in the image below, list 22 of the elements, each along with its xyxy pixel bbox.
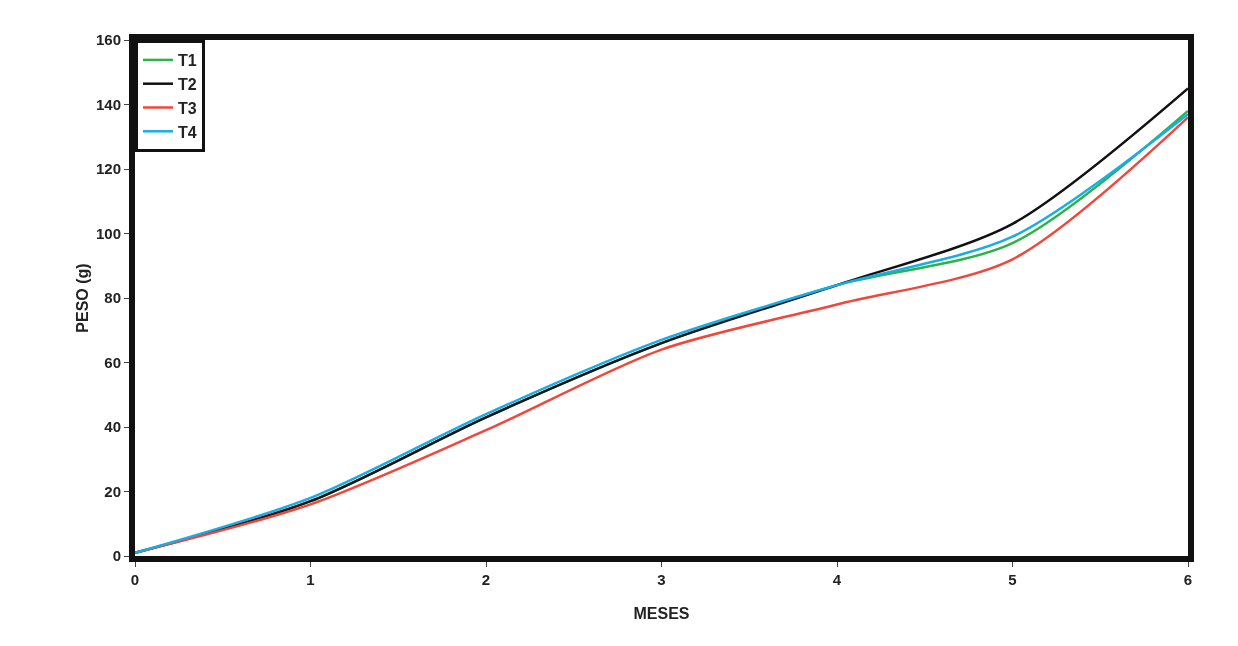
x-tick-label: 2 [481,571,491,588]
y-tick-label: 40 [104,418,121,436]
x-tick-label: 3 [657,571,666,588]
legend-label: T1 [178,52,197,70]
x-tick-label: 4 [832,571,842,588]
legend-label: T4 [178,123,197,141]
y-tick-label: 140 [95,95,121,113]
y-tick-label: 80 [104,289,121,307]
legend-label: T2 [178,75,197,93]
y-axis-title: PESO (g) [74,263,91,333]
x-tick-label: 6 [1183,571,1193,588]
y-tick-label: 20 [104,482,121,500]
y-tick-label: 60 [104,353,121,371]
x-axis-title: MESES [633,605,690,622]
x-tick-label: 5 [1008,571,1017,588]
y-tick-label: 120 [95,160,121,178]
x-tick-label: 0 [130,571,140,588]
x-tick-label: 1 [306,571,315,588]
y-tick-label: 0 [112,547,121,565]
y-tick-label: 100 [95,224,121,242]
legend-label: T3 [178,99,197,117]
y-tick-label: 160 [95,31,121,49]
